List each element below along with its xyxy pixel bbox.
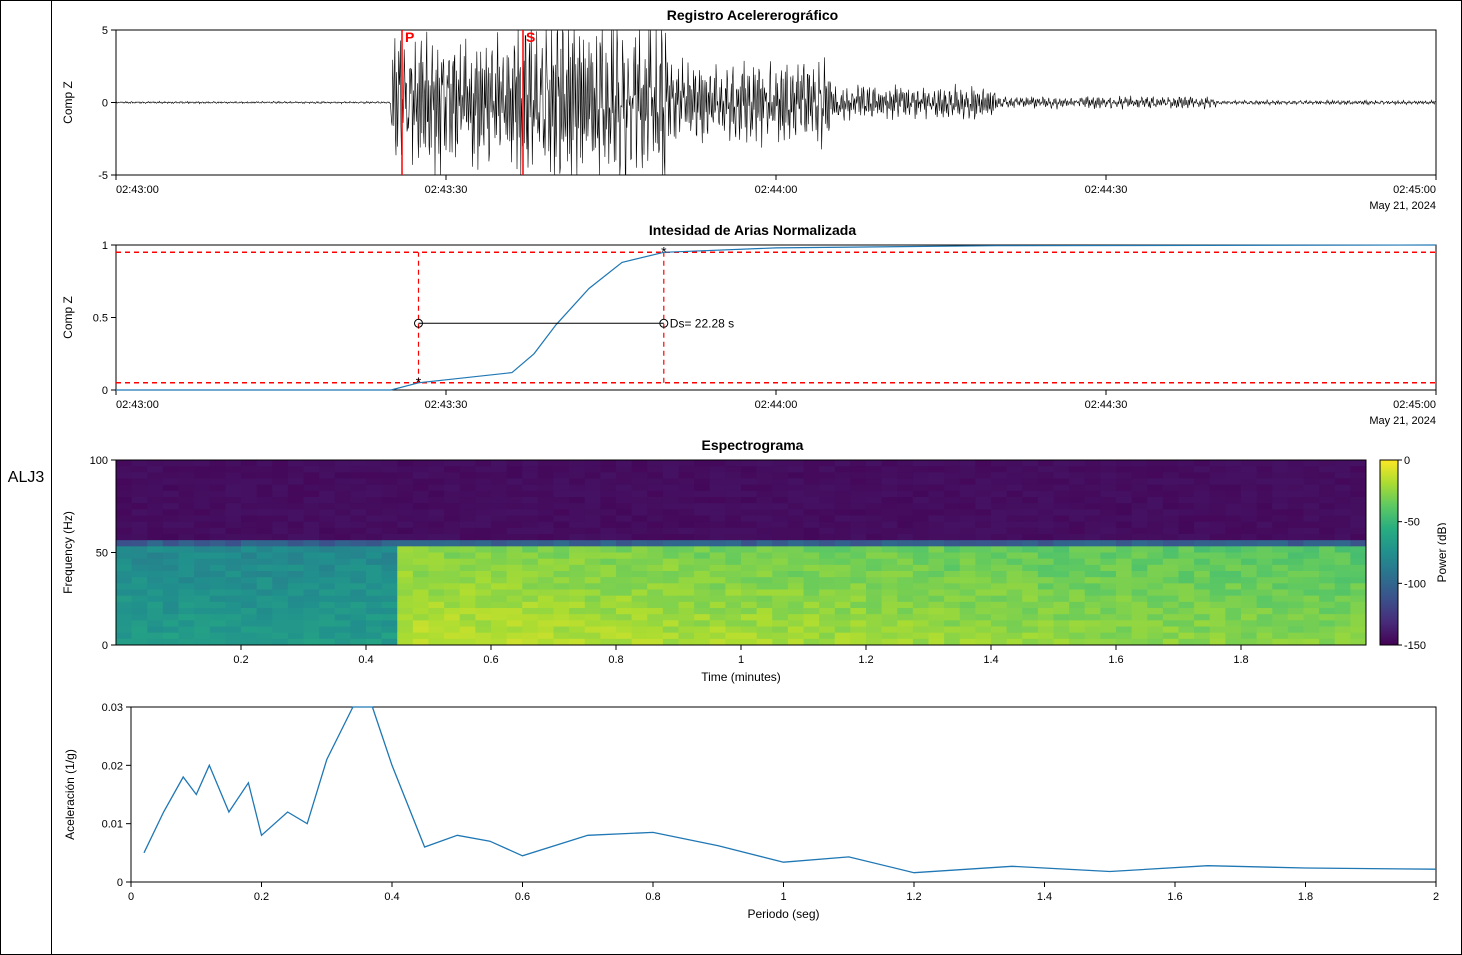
page-frame: ALJ3 Registro Acelererográfico -505Comp … <box>0 0 1462 955</box>
svg-text:1.2: 1.2 <box>906 891 921 903</box>
svg-text:0.4: 0.4 <box>384 891 399 903</box>
svg-text:0.8: 0.8 <box>645 891 660 903</box>
svg-text:0.03: 0.03 <box>102 702 123 714</box>
svg-text:02:45:00: 02:45:00 <box>1393 184 1436 196</box>
svg-text:May 21, 2024: May 21, 2024 <box>1369 415 1436 427</box>
svg-text:0: 0 <box>1404 455 1410 467</box>
svg-text:Comp Z: Comp Z <box>61 296 75 339</box>
panel3-title: Espectrograma <box>56 437 1449 453</box>
panel-arias: Intesidad de Arias Normalizada 0 0.5 1 Comp… <box>56 222 1449 435</box>
svg-text:02:44:30: 02:44:30 <box>1085 184 1128 196</box>
svg-text:0: 0 <box>128 891 134 903</box>
svg-text:02:43:00: 02:43:00 <box>116 184 159 196</box>
svg-text:50: 50 <box>96 548 108 560</box>
svg-text:-100: -100 <box>1404 578 1426 590</box>
svg-text:Ds= 22.28 s: Ds= 22.28 s <box>670 316 734 330</box>
svg-text:5: 5 <box>102 25 108 37</box>
svg-text:Power (dB): Power (dB) <box>1435 522 1446 582</box>
svg-text:1.6: 1.6 <box>1108 654 1123 666</box>
svg-text:*: * <box>416 374 422 390</box>
svg-text:0.2: 0.2 <box>254 891 269 903</box>
svg-text:100: 100 <box>90 455 108 467</box>
svg-text:0.5: 0.5 <box>93 313 108 325</box>
svg-text:0.8: 0.8 <box>608 654 623 666</box>
panel1-svg: -5 0 5 Comp Z 02:43:00 02:43:30 02:44:00 02:44:… <box>56 25 1446 220</box>
svg-text:Aceleración (1/g): Aceleración (1/g) <box>63 749 77 840</box>
panel3-svg: 0 50 100 Frequency (Hz) 0.2 0.4 0.6 0.8 1 1.2 1.4 1… <box>56 455 1446 690</box>
svg-text:Frequency (Hz): Frequency (Hz) <box>61 511 75 594</box>
svg-text:-150: -150 <box>1404 640 1426 652</box>
svg-text:1.6: 1.6 <box>1167 891 1182 903</box>
svg-text:-50: -50 <box>1404 517 1420 529</box>
svg-text:1.4: 1.4 <box>983 654 998 666</box>
svg-text:0.6: 0.6 <box>483 654 498 666</box>
svg-text:1.4: 1.4 <box>1037 891 1052 903</box>
panel-accelerogram: Registro Acelererográfico -5 0 5 Comp Z 02:4… <box>56 7 1449 220</box>
svg-text:S: S <box>526 29 535 45</box>
svg-text:0: 0 <box>102 98 108 110</box>
svg-text:0.01: 0.01 <box>102 819 123 831</box>
svg-text:1: 1 <box>738 654 744 666</box>
svg-text:02:44:00: 02:44:00 <box>755 184 798 196</box>
svg-text:Time (minutes): Time (minutes) <box>701 670 781 684</box>
svg-text:1.8: 1.8 <box>1298 891 1313 903</box>
svg-text:02:44:00: 02:44:00 <box>755 399 798 411</box>
svg-text:02:45:00: 02:45:00 <box>1393 399 1436 411</box>
panel2-svg: 0 0.5 1 Comp Z 02:43:00 02:43:30 02:44:00 02:44… <box>56 240 1446 435</box>
svg-text:2: 2 <box>1433 891 1439 903</box>
svg-text:*: * <box>661 243 667 259</box>
svg-text:Periodo (seg): Periodo (seg) <box>747 907 819 921</box>
svg-text:1.8: 1.8 <box>1233 654 1248 666</box>
svg-text:02:43:30: 02:43:30 <box>425 184 468 196</box>
svg-text:0.02: 0.02 <box>102 760 123 772</box>
svg-text:0: 0 <box>102 640 108 652</box>
svg-text:1: 1 <box>102 240 108 252</box>
svg-text:0: 0 <box>117 877 123 889</box>
svg-text:0.6: 0.6 <box>515 891 530 903</box>
svg-text:0.2: 0.2 <box>233 654 248 666</box>
station-label: ALJ3 <box>1 1 52 954</box>
svg-text:May 21, 2024: May 21, 2024 <box>1369 200 1436 212</box>
svg-text:0.4: 0.4 <box>358 654 373 666</box>
svg-text:P: P <box>405 29 414 45</box>
svg-text:1: 1 <box>780 891 786 903</box>
svg-text:02:43:30: 02:43:30 <box>425 399 468 411</box>
svg-text:1.2: 1.2 <box>858 654 873 666</box>
panel1-title: Registro Acelererográfico <box>56 7 1449 23</box>
main-panels: Registro Acelererográfico -505Comp Z02:4… <box>52 1 1461 954</box>
svg-text:02:43:00: 02:43:00 <box>116 399 159 411</box>
panel2-title: Intesidad de Arias Normalizada <box>56 222 1449 238</box>
svg-text:-5: -5 <box>98 170 108 182</box>
panel4-svg: 0 0.01 0.02 0.03 Aceleración (1/g) 0 0.2 0.4 0.6… <box>56 692 1446 927</box>
panel-spectrum: 0 0.01 0.02 0.03 Aceleración (1/g) 0 0.2 0.4 0.6… <box>56 692 1449 927</box>
svg-text:Comp Z: Comp Z <box>61 81 75 124</box>
svg-text:02:44:30: 02:44:30 <box>1085 399 1128 411</box>
panel-spectrogram: Espectrograma 0 50 100 Frequency (Hz) 0.2 0.4… <box>56 437 1449 690</box>
svg-text:0: 0 <box>102 385 108 397</box>
